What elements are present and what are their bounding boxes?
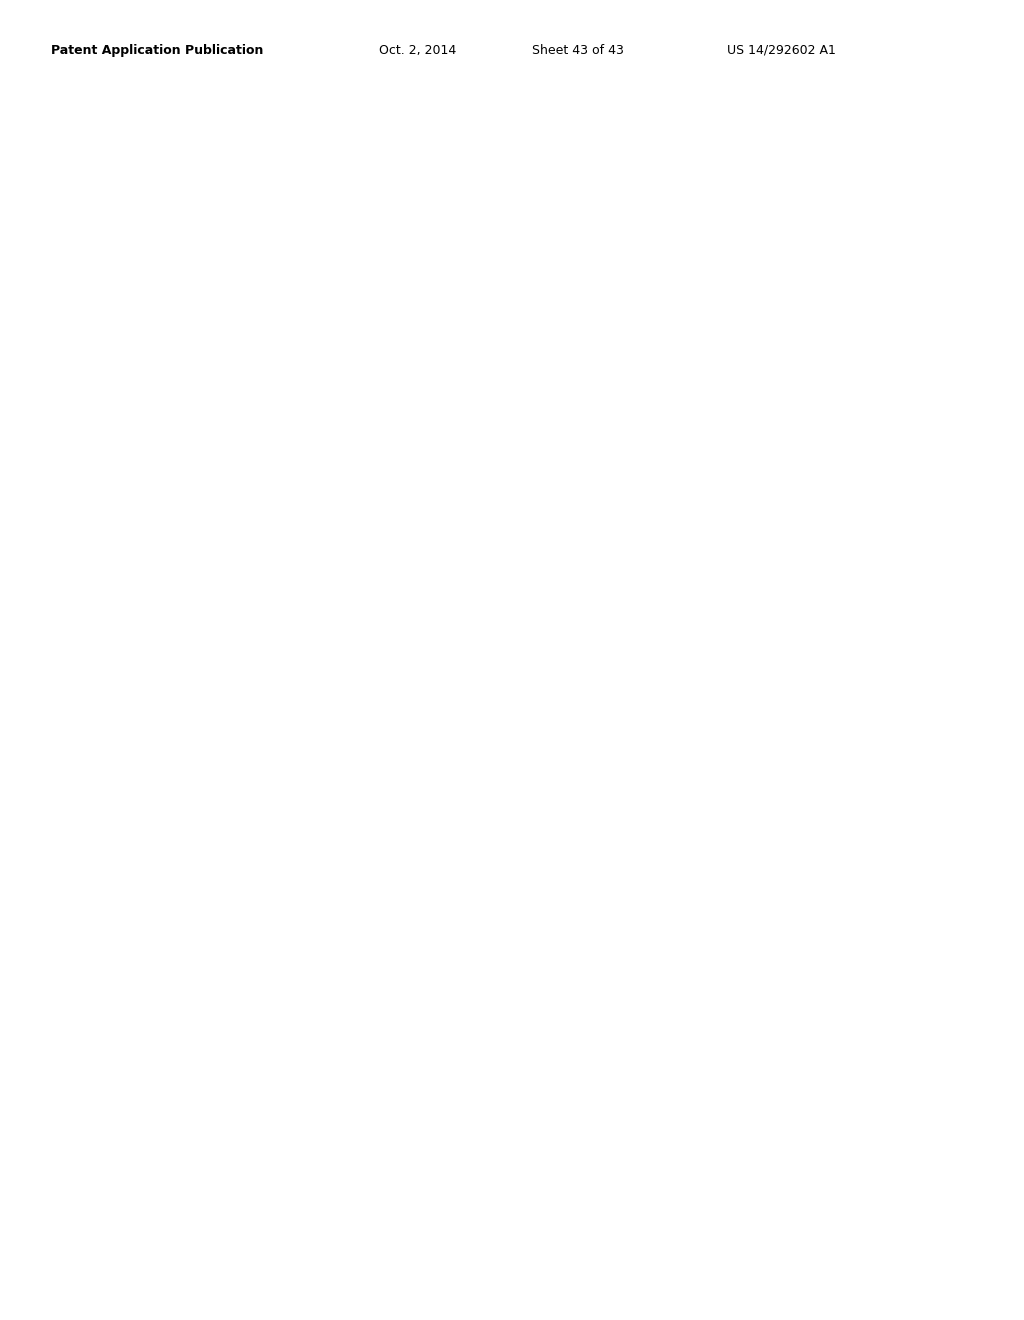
Text: Patent Application Publication: Patent Application Publication	[51, 44, 263, 57]
Text: Oct. 2, 2014: Oct. 2, 2014	[379, 44, 456, 57]
Text: Sheet 43 of 43: Sheet 43 of 43	[532, 44, 625, 57]
Text: US 14/292602 A1: US 14/292602 A1	[727, 44, 836, 57]
